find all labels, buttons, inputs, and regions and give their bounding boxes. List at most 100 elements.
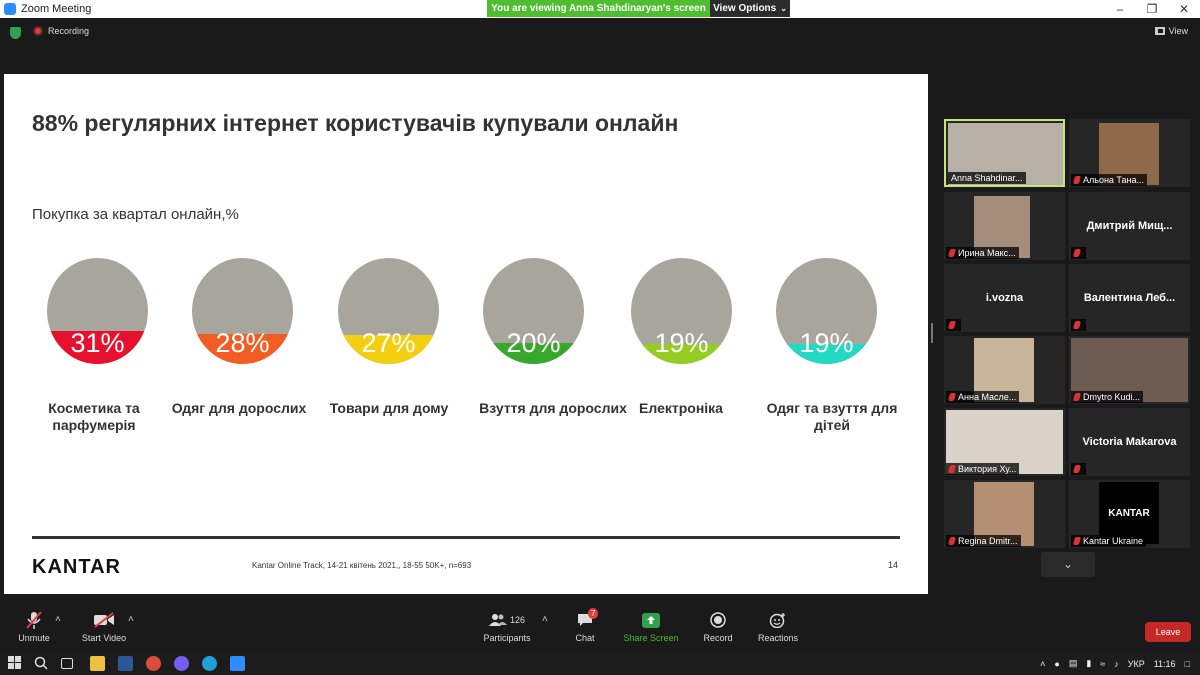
chevron-down-icon: ⌄ <box>780 4 787 13</box>
share-screen-button[interactable]: Share Screen <box>623 610 679 643</box>
word-icon[interactable] <box>118 656 133 671</box>
edge-icon[interactable] <box>202 656 217 671</box>
participant-tile[interactable]: Анна Масле... <box>944 336 1065 404</box>
view-label: View <box>1168 26 1188 36</box>
category-label: Товари для дому <box>329 400 449 416</box>
mic-muted-icon <box>1072 321 1082 329</box>
participant-name-display: Валентина Леб... <box>1083 292 1176 304</box>
circle-base: 19% <box>776 258 877 364</box>
participant-tile[interactable]: Виктория Ху... <box>944 408 1065 476</box>
close-icon[interactable]: ✕ <box>1178 2 1190 16</box>
slide-divider <box>32 536 900 539</box>
participant-name-display: i.vozna <box>985 292 1024 304</box>
participant-name: Regina Dmitr... <box>958 536 1018 546</box>
record-label: Record <box>703 633 733 643</box>
file-explorer-icon[interactable] <box>90 656 105 671</box>
participant-tile[interactable]: i.vozna <box>944 264 1065 332</box>
search-icon[interactable] <box>34 656 49 671</box>
participant-name-display: Victoria Makarova <box>1082 436 1177 448</box>
mic-muted-icon <box>1072 537 1082 545</box>
keyboard-language[interactable]: УКР <box>1127 658 1145 669</box>
share-screen-icon <box>639 610 663 630</box>
maximize-icon[interactable]: ❐ <box>1146 2 1158 16</box>
network-tray-icon[interactable]: ▤ <box>1068 658 1078 668</box>
participant-name-label: Ирина Макс... <box>946 247 1019 259</box>
participant-name-label <box>1071 319 1086 331</box>
chrome-icon[interactable] <box>146 656 161 671</box>
clock[interactable]: 11:16 <box>1153 658 1176 669</box>
value-label: 28% <box>215 328 270 358</box>
participant-name-label: Dmytro Kudi... <box>1071 391 1144 403</box>
circle-base: 19% <box>631 258 732 364</box>
category-label: Косметика та парфумерія <box>48 400 140 433</box>
slide-title: 88% регулярних інтернет користувачів куп… <box>32 110 679 136</box>
category-circle-2: 28% <box>192 258 293 364</box>
category-circle-5: 19% <box>631 258 732 364</box>
chat-button[interactable]: 7 Chat <box>570 608 600 643</box>
participants-label: Participants <box>483 633 531 643</box>
volume-tray-icon[interactable]: ♪ <box>1114 658 1119 669</box>
mic-muted-icon <box>1072 465 1082 473</box>
unmute-button[interactable]: Unmute <box>14 610 54 643</box>
participant-name-label: Anna Shahdinar... <box>948 172 1026 184</box>
kantar-logo: KANTAR <box>32 556 121 578</box>
participant-name: Альона Тана... <box>1083 175 1145 185</box>
participants-count: 126 <box>509 615 526 625</box>
panel-resize-handle[interactable] <box>931 323 933 343</box>
chat-unread-badge: 7 <box>588 608 599 619</box>
shield-icon[interactable] <box>10 27 21 39</box>
participant-tile[interactable]: Ирина Макс... <box>944 192 1065 260</box>
participant-name-label: Regina Dmitr... <box>946 535 1021 547</box>
screen-share-banner: You are viewing Anna Shahdinaryan's scre… <box>487 0 790 17</box>
leave-button[interactable]: Leave <box>1145 622 1191 642</box>
task-view-icon[interactable] <box>61 658 73 669</box>
recording-indicator[interactable]: Recording <box>33 26 89 36</box>
participant-tile[interactable]: Дмитрий Мищ... <box>1069 192 1190 260</box>
participant-tile[interactable]: Dmytro Kudi... <box>1069 336 1190 404</box>
meeting-toolbar: Unmute ˄ Start Video ˄ 126 Participants … <box>0 608 1200 652</box>
slide-source-note: Kantar Online Track, 14-21 квітень 2021,… <box>252 561 472 570</box>
record-button[interactable]: Record <box>700 610 736 643</box>
participant-tile[interactable]: KANTAR Kantar Ukraine <box>1069 480 1190 548</box>
start-video-button[interactable]: Start Video <box>78 610 130 643</box>
reactions-button[interactable]: Reactions <box>756 610 800 643</box>
view-button[interactable]: View <box>1154 26 1188 36</box>
circle-base: 28% <box>192 258 293 364</box>
audio-options-caret[interactable]: ˄ <box>55 614 61 625</box>
participant-tile[interactable]: Anna Shahdinar... <box>944 119 1065 187</box>
participants-options-caret[interactable]: ˄ <box>542 614 548 625</box>
participant-name: Anna Shahdinar... <box>951 173 1023 183</box>
viber-icon[interactable] <box>174 656 189 671</box>
minimize-icon[interactable]: – <box>1116 2 1124 16</box>
participant-tile[interactable]: Victoria Makarova <box>1069 408 1190 476</box>
chat-icon: 7 <box>573 608 599 630</box>
category-circle-6: 19% <box>776 258 877 364</box>
zoom-app-icon <box>4 3 16 15</box>
participant-tile[interactable]: Валентина Леб... <box>1069 264 1190 332</box>
battery-tray-icon[interactable]: ▮ <box>1086 658 1092 668</box>
participant-name-label: Альона Тана... <box>1071 174 1148 186</box>
participant-video: KANTAR <box>1099 482 1159 544</box>
view-options-button[interactable]: View Options ⌄ <box>710 0 790 17</box>
windows-start-icon[interactable] <box>8 656 23 671</box>
circle-base: 31% <box>47 258 148 364</box>
participant-name-label <box>1071 247 1086 259</box>
participants-button[interactable]: 126 Participants <box>480 610 534 643</box>
shared-screen-slide: 88% регулярних інтернет користувачів куп… <box>4 74 928 594</box>
gallery-scroll-down-button[interactable]: ⌄ <box>1041 552 1095 577</box>
participant-name-label <box>1071 463 1086 475</box>
value-label: 31% <box>70 328 125 358</box>
participant-name: Dmytro Kudi... <box>1083 392 1141 402</box>
recording-label: Recording <box>48 26 90 36</box>
video-options-caret[interactable]: ˄ <box>128 614 134 625</box>
wifi-tray-icon[interactable]: ≈ <box>1100 658 1106 669</box>
zoom-taskbar-icon[interactable] <box>230 656 245 671</box>
participant-tile[interactable]: Альона Тана... <box>1069 119 1190 187</box>
category-label: Одяг та взуття для дітей <box>766 400 898 433</box>
window-title: Zoom Meeting <box>21 3 92 15</box>
notifications-icon[interactable]: □ <box>1184 658 1190 669</box>
microphone-tray-icon[interactable]: ● <box>1054 658 1060 669</box>
value-label: 27% <box>361 328 416 358</box>
tray-expand-icon[interactable]: ˄ <box>1040 658 1046 669</box>
participant-tile[interactable]: Regina Dmitr... <box>944 480 1065 548</box>
